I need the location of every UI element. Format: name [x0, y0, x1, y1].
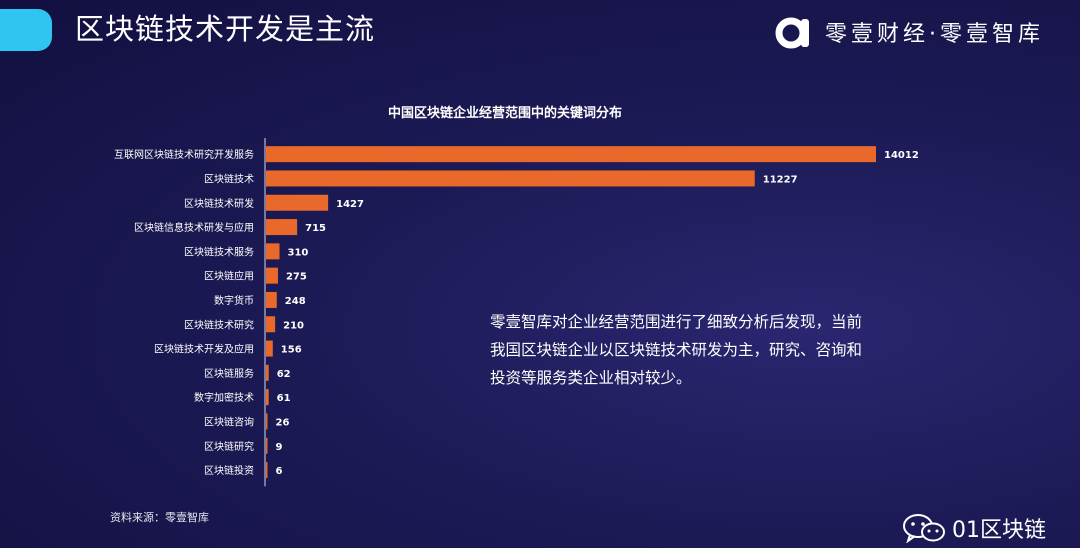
bar	[266, 437, 268, 454]
category-label: 区块链投资	[204, 464, 254, 477]
watermark: 01区块链	[902, 512, 1046, 544]
wechat-icon	[903, 514, 945, 543]
bar	[266, 364, 269, 381]
value-label: 1427	[336, 199, 364, 210]
category-label: 区块链咨询	[204, 415, 254, 428]
category-label: 区块链服务	[204, 367, 254, 380]
category-label: 互联网区块链技术研究开发服务	[114, 148, 254, 161]
category-label: 区块链研究	[204, 440, 254, 453]
category-label: 数字加密技术	[194, 391, 254, 404]
value-label: 275	[286, 272, 307, 283]
category-label: 区块链技术	[204, 172, 254, 185]
note-line: 零壹智库对企业经营范围进行了细致分析后发现，当前	[490, 313, 863, 331]
bar	[266, 340, 273, 357]
value-label: 11227	[763, 174, 798, 185]
chart-title: 中国区块链企业经营范围中的关键词分布	[387, 106, 622, 121]
bar	[266, 267, 278, 284]
value-label: 6	[276, 466, 283, 477]
bar	[266, 316, 276, 333]
category-label: 数字货币	[214, 294, 254, 307]
category-label: 区块链技术服务	[184, 245, 254, 258]
category-label: 区块链技术研究	[184, 318, 254, 331]
category-label: 区块链技术研发	[184, 197, 254, 210]
bar	[266, 170, 755, 187]
category-label: 区块链技术开发及应用	[154, 343, 254, 356]
value-label: 715	[305, 223, 326, 234]
value-label: 156	[281, 345, 302, 356]
value-label: 248	[285, 296, 306, 307]
a-logo-icon	[775, 17, 809, 49]
bar	[266, 219, 298, 236]
bar	[266, 389, 269, 406]
bar	[266, 291, 277, 308]
title-accent-tab	[0, 9, 52, 51]
analysis-note: 零壹智库对企业经营范围进行了细致分析后发现，当前 我国区块链企业以区块链技术研发…	[490, 308, 890, 392]
bar	[266, 243, 280, 260]
value-label: 62	[277, 369, 291, 380]
value-label: 310	[287, 247, 308, 258]
value-label: 61	[277, 393, 291, 404]
value-label: 210	[283, 320, 304, 331]
page-title: 区块链技术开发是主流	[75, 12, 376, 46]
brand-name: 零壹财经·零壹智库	[825, 22, 1044, 47]
data-source: 资料来源：零壹智库	[110, 511, 209, 524]
value-label: 14012	[884, 150, 919, 161]
value-label: 9	[276, 442, 283, 453]
note-line: 投资等服务类企业相对较少。	[490, 369, 692, 387]
note-line: 我国区块链企业以区块链技术研发为主，研究、咨询和	[490, 341, 863, 359]
category-label: 区块链应用	[204, 270, 254, 283]
bar	[266, 413, 268, 430]
value-label: 26	[276, 417, 290, 428]
bar	[266, 194, 329, 211]
bar	[266, 462, 268, 479]
watermark-text: 01区块链	[952, 518, 1046, 543]
brand: 零壹财经·零壹智库	[775, 15, 1044, 49]
bar	[266, 146, 876, 163]
category-label: 区块链信息技术研发与应用	[134, 221, 254, 234]
